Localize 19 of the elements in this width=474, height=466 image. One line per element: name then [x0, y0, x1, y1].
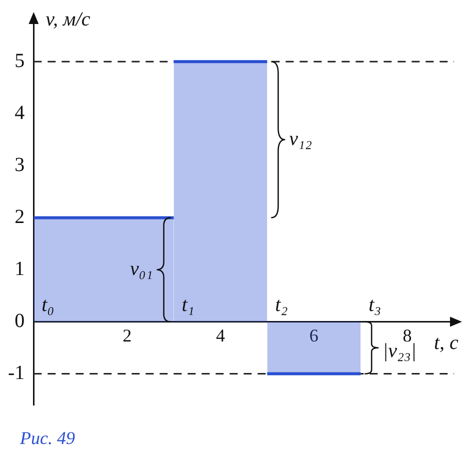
y-tick-label: 2	[14, 206, 25, 228]
annotation: t₀	[42, 294, 54, 316]
annotation: v₁₂	[289, 128, 312, 150]
y-tick-label: 4	[14, 102, 25, 124]
y-tick-label: -1	[8, 362, 25, 384]
y-tick-label: 0	[14, 310, 25, 332]
annotation: t₃	[368, 294, 382, 316]
annotation: v₀₁	[130, 258, 153, 280]
x-axis-title: t, с	[434, 332, 459, 354]
y-tick-label: 1	[14, 258, 25, 280]
annotation: t₂	[275, 294, 288, 316]
y-tick-label: 5	[14, 50, 25, 72]
x-tick-label: 2	[122, 325, 132, 346]
text: Рис. 49	[20, 428, 75, 449]
x-tick-label: 6	[309, 325, 318, 346]
x-tick-label: 4	[216, 325, 225, 346]
y-axis-title: v, м/с	[46, 8, 90, 30]
y-tick-label: 3	[14, 154, 25, 176]
annotation: t₁	[182, 294, 194, 316]
